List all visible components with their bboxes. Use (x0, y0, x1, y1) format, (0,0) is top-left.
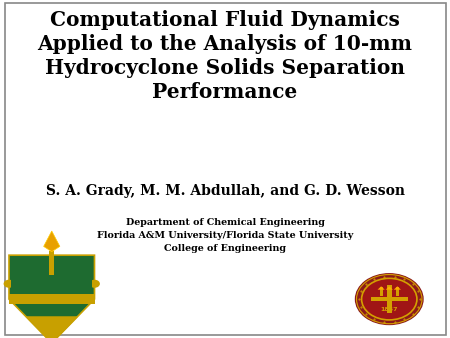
Circle shape (362, 279, 417, 320)
Polygon shape (44, 231, 60, 252)
Bar (396, 287, 399, 296)
Text: Department of Chemical Engineering
Florida A&M University/Florida State Universi: Department of Chemical Engineering Flori… (97, 218, 353, 254)
Text: Computational Fluid Dynamics
Applied to the Analysis of 10-mm
Hydrocyclone Solid: Computational Fluid Dynamics Applied to … (37, 10, 413, 102)
Text: 1857: 1857 (381, 308, 398, 312)
Circle shape (356, 274, 423, 324)
Bar (49, 251, 54, 275)
Bar (54, 279, 92, 294)
Polygon shape (26, 317, 77, 338)
Circle shape (89, 280, 100, 288)
Bar (388, 287, 391, 296)
Bar (387, 285, 392, 313)
Bar (11, 279, 50, 294)
Circle shape (4, 280, 14, 288)
Polygon shape (9, 255, 94, 338)
Polygon shape (386, 286, 393, 290)
Bar (380, 287, 382, 296)
Bar (9, 294, 94, 304)
Bar (371, 297, 408, 301)
Text: S. A. Grady, M. M. Abdullah, and G. D. Wesson: S. A. Grady, M. M. Abdullah, and G. D. W… (45, 184, 405, 198)
Polygon shape (394, 286, 401, 290)
Polygon shape (378, 286, 385, 290)
